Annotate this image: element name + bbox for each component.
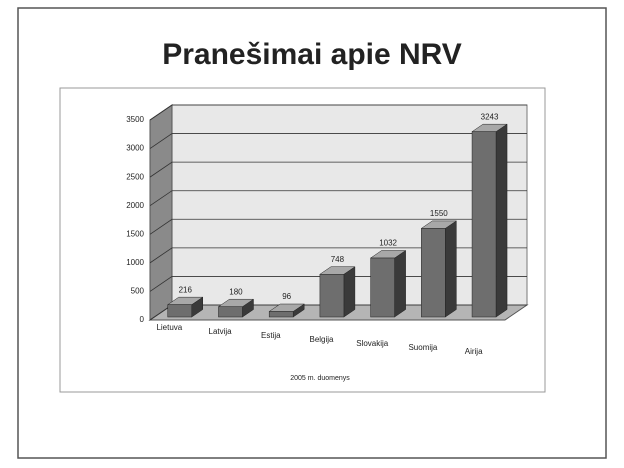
bar-side <box>394 250 406 318</box>
bar <box>370 257 395 318</box>
x-tick-label: Estija <box>261 331 281 340</box>
value-label: 96 <box>282 292 291 301</box>
grid-line <box>149 133 527 149</box>
bar <box>319 274 345 318</box>
x-tick-label: Belgija <box>309 335 334 344</box>
grid-line <box>149 218 527 235</box>
x-tick-label: Latvija <box>209 327 233 336</box>
x-tick-label: Airija <box>465 347 483 356</box>
bar-side <box>343 266 356 318</box>
y-tick-label: 1000 <box>126 258 144 267</box>
grid-line <box>149 247 527 264</box>
x-tick-label: Suomija <box>408 343 437 352</box>
bar <box>421 228 446 318</box>
y-tick-label: 1500 <box>126 229 144 238</box>
y-tick-label: 2500 <box>126 172 144 181</box>
value-label: 1550 <box>430 209 448 218</box>
y-tick-label: 500 <box>131 287 145 296</box>
grid-line <box>149 190 527 207</box>
y-tick-label: 0 <box>140 315 145 324</box>
value-label: 3243 <box>481 112 499 121</box>
bar <box>167 304 193 318</box>
bar <box>268 311 294 318</box>
bar-side <box>445 220 457 318</box>
value-label: 1032 <box>379 239 397 248</box>
x-tick-label: Slovakija <box>356 339 389 348</box>
y-tick-label: 2000 <box>126 201 144 210</box>
x-axis-title: 2005 m. duomenys <box>290 375 350 382</box>
x-tick-label: Lietuva <box>156 323 182 332</box>
bar <box>218 306 243 318</box>
grid-line <box>149 161 527 178</box>
grid-line <box>149 104 527 121</box>
y-tick-label: 3500 <box>126 115 144 124</box>
chart-title: Pranešimai apie NRV <box>162 38 462 71</box>
bar <box>471 131 497 318</box>
y-tick-label: 3000 <box>126 144 144 153</box>
value-label: 180 <box>229 287 243 296</box>
value-label: 216 <box>179 285 193 294</box>
grid-line <box>149 276 527 292</box>
bar-side <box>495 123 508 318</box>
plot: 0 500 1000 1500 2000 2500 3000 3500 Lietuva 216 La… <box>126 104 529 382</box>
side-wall <box>149 104 173 321</box>
value-label: 748 <box>331 255 345 264</box>
